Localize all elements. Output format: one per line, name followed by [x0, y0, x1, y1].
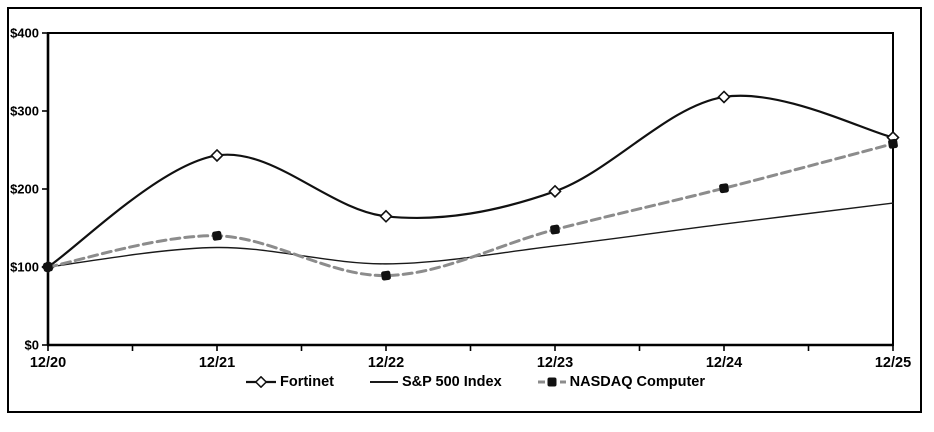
y-axis-tick-label: $400 [10, 26, 39, 41]
nasdaq-dashed-square-icon [537, 377, 566, 387]
nasdaq-computer-marker [212, 230, 222, 241]
y-axis-tick-label: $0 [25, 338, 39, 353]
nasdaq-computer-marker [43, 262, 53, 272]
sp500-line-icon [369, 381, 398, 383]
x-axis-tick-label: 12/21 [199, 355, 235, 371]
nasdaq-computer-marker [381, 270, 391, 281]
chart-legend: Fortinet S&P 500 Index NASDAQ Computer [246, 374, 705, 390]
x-axis-tick-label: 12/22 [368, 355, 404, 371]
series-line-fortinet [46, 94, 895, 269]
y-axis-tick-label: $100 [10, 260, 39, 275]
figure-border [7, 7, 922, 413]
fortinet-marker [210, 148, 224, 163]
legend-item-sp500: S&P 500 Index [369, 374, 502, 390]
legend-label-sp500: S&P 500 Index [401, 374, 502, 390]
x-axis-tick-label: 12/20 [30, 355, 66, 371]
y-axis-tick-label: $300 [10, 104, 39, 119]
x-axis-tick-label: 12/23 [537, 355, 573, 371]
fortinet-marker [379, 209, 393, 223]
nasdaq-computer-marker [888, 138, 898, 149]
y-axis-tick-label: $200 [10, 182, 39, 197]
fortinet-marker [548, 184, 562, 198]
legend-label-nasdaq: NASDAQ Computer [569, 374, 705, 390]
fortinet-line-diamond-icon [246, 376, 276, 388]
nasdaq-computer-marker [550, 224, 560, 235]
fortinet-marker [717, 90, 731, 104]
plot-area-border [47, 32, 894, 346]
nasdaq-computer-marker [719, 183, 729, 194]
legend-label-fortinet: Fortinet [280, 374, 334, 390]
x-axis-tick-label: 12/25 [875, 355, 911, 371]
legend-item-fortinet: Fortinet [246, 374, 334, 390]
x-axis-tick-label: 12/24 [706, 355, 742, 371]
series-line-nasdaq-computer [46, 142, 895, 278]
legend-item-nasdaq: NASDAQ Computer [537, 374, 705, 390]
